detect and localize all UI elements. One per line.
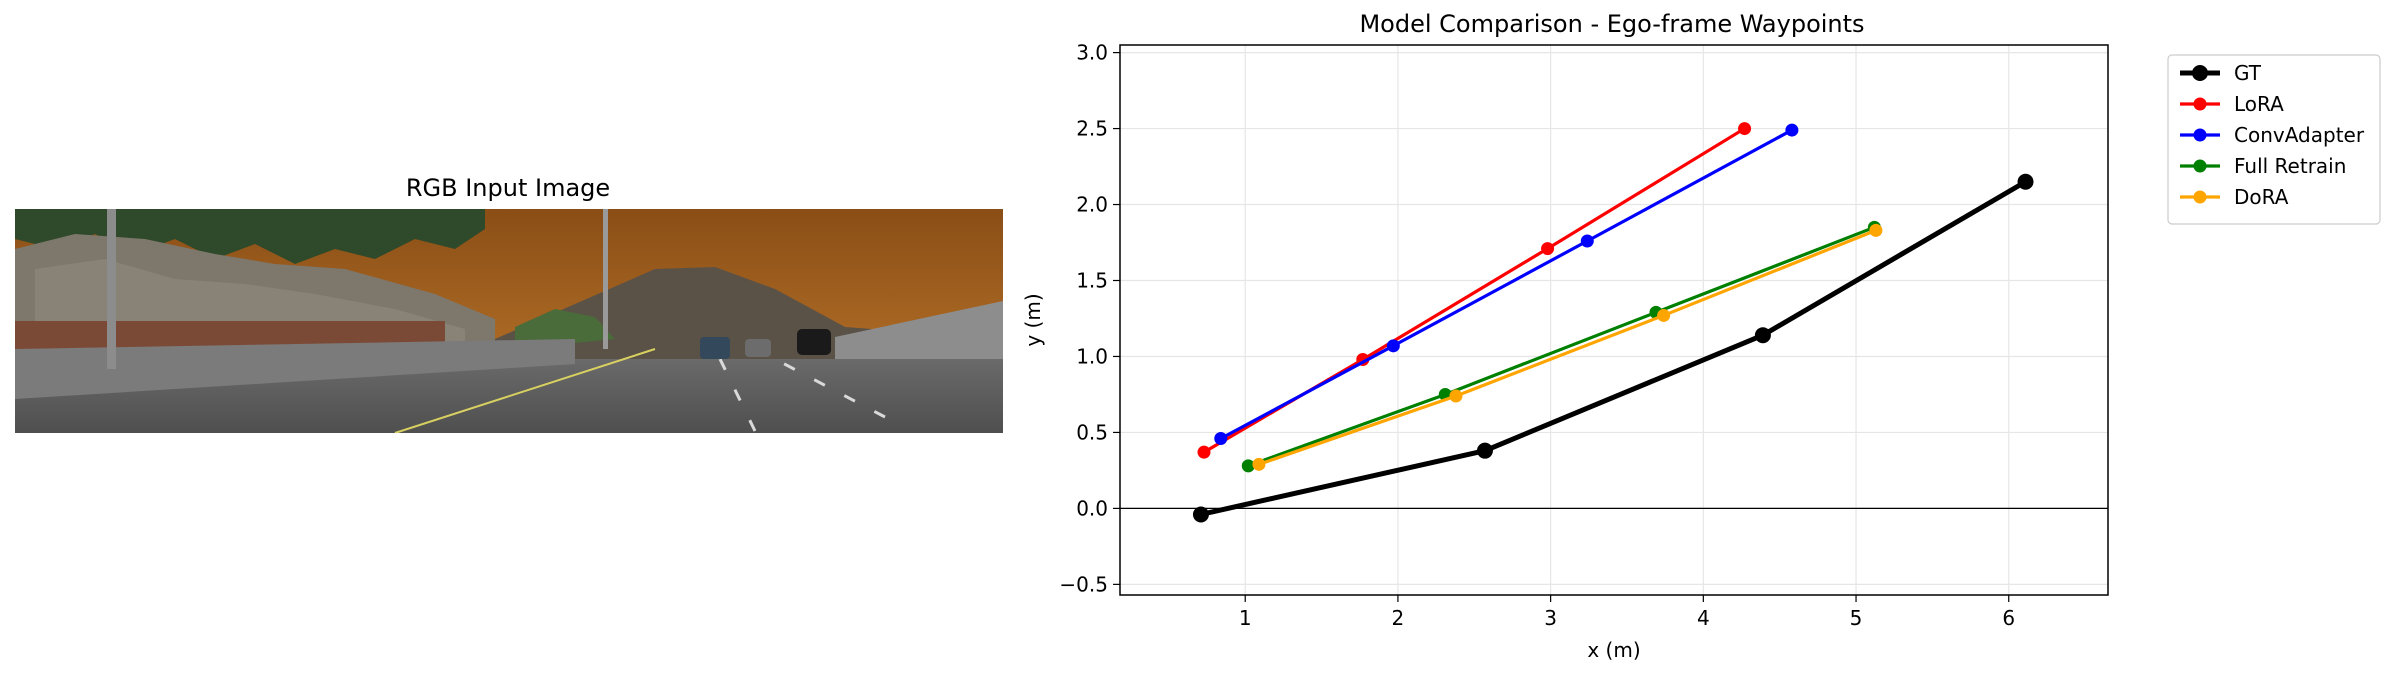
- data-point: [1386, 339, 1400, 353]
- legend-label: ConvAdapter: [2234, 123, 2365, 147]
- legend-box: [2167, 54, 2381, 225]
- legend-label: DoRA: [2234, 185, 2289, 209]
- series-line: [1200, 179, 2027, 517]
- x-tick-label: 5: [1850, 606, 1863, 630]
- rgb-image-title: RGB Input Image: [405, 174, 611, 202]
- y-tick-label: 0.5: [1076, 420, 1108, 444]
- legend-entry: LoRA: [2180, 92, 2284, 116]
- legend: GT LoRA ConvAdapter Full Retrain DoRA: [2167, 54, 2381, 225]
- series-dora: [1252, 223, 1883, 471]
- grid-lines: [1120, 45, 2108, 595]
- y-tick-label: 3.0: [1076, 41, 1108, 65]
- y-tick-label: 2.0: [1076, 193, 1108, 217]
- data-point: [1580, 234, 1594, 248]
- y-tick-label: 0.0: [1076, 496, 1108, 520]
- series-gt: [1192, 173, 2034, 523]
- legend-label: Full Retrain: [2234, 154, 2346, 178]
- x-tick-label: 6: [2002, 606, 2015, 630]
- series-group: [1192, 122, 2034, 523]
- legend-label: GT: [2234, 61, 2262, 85]
- legend-items: GT LoRA ConvAdapter Full Retrain DoRA: [2180, 61, 2365, 209]
- legend-label: LoRA: [2234, 92, 2284, 116]
- data-point: [1476, 442, 1493, 459]
- x-tick-label: 3: [1544, 606, 1557, 630]
- x-tick-label: 2: [1392, 606, 1405, 630]
- data-point: [1241, 459, 1255, 473]
- plot-frame: [1119, 44, 2109, 596]
- rgb-input-image: [15, 209, 1003, 433]
- legend-swatch-marker: [2192, 65, 2208, 81]
- data-point: [2017, 173, 2034, 190]
- axis-ticks: 1 2 3 4 5 6 −0.5 0.0 0.5 1.0 1.5 2.0 2.5 3.0: [1059, 41, 2015, 630]
- data-point: [1197, 445, 1211, 459]
- x-tick-label: 1: [1239, 606, 1252, 630]
- series-line: [1247, 225, 1875, 468]
- y-tick-label: 2.5: [1076, 117, 1108, 141]
- data-point: [1192, 506, 1209, 523]
- data-point: [1738, 122, 1752, 136]
- y-axis-label: y (m): [1021, 293, 1045, 346]
- legend-swatch-marker: [2193, 128, 2207, 142]
- data-point: [1657, 308, 1671, 322]
- data-point: [1869, 223, 1883, 237]
- data-point: [1541, 242, 1555, 256]
- y-tick-label: 1.5: [1076, 268, 1108, 292]
- legend-swatch-marker: [2193, 97, 2207, 111]
- legend-entry: DoRA: [2180, 185, 2289, 209]
- data-point: [1785, 123, 1799, 137]
- legend-entry: GT: [2180, 61, 2262, 85]
- y-tick-label: −0.5: [1059, 572, 1108, 596]
- series-convadapter: [1214, 123, 1799, 446]
- legend-swatch-marker: [2193, 190, 2207, 204]
- x-axis-label: x (m): [1587, 638, 1640, 662]
- series-line: [1220, 128, 1793, 440]
- x-tick-label: 4: [1697, 606, 1710, 630]
- legend-entry: Full Retrain: [2180, 154, 2346, 178]
- data-point: [1754, 327, 1771, 344]
- data-point: [1214, 432, 1228, 446]
- chart-title: Model Comparison - Ego-frame Waypoints: [1359, 10, 1865, 38]
- y-tick-label: 1.0: [1076, 344, 1108, 368]
- data-point: [1449, 389, 1463, 403]
- legend-entry: ConvAdapter: [2180, 123, 2365, 147]
- series-line: [1258, 228, 1877, 466]
- legend-swatch-marker: [2193, 159, 2207, 173]
- data-point: [1252, 457, 1266, 471]
- series-full-retrain: [1241, 220, 1881, 473]
